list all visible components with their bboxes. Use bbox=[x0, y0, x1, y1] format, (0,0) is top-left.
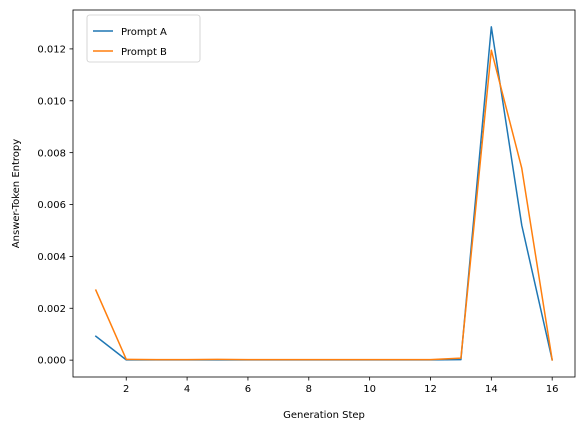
y-tick-label: 0.000 bbox=[37, 356, 66, 367]
y-tick-label: 0.012 bbox=[37, 45, 66, 56]
series-line-prompt-b bbox=[94, 49, 554, 361]
legend: Prompt A Prompt B bbox=[86, 14, 201, 63]
x-tick-label: 14 bbox=[485, 384, 498, 395]
legend-label: Prompt A bbox=[121, 27, 167, 38]
x-tick-label: 6 bbox=[245, 384, 251, 395]
y-tick-label: 0.006 bbox=[37, 200, 66, 211]
series-line-prompt-a bbox=[94, 26, 554, 361]
y-tick-label: 0.010 bbox=[37, 96, 66, 107]
x-tick-label: 16 bbox=[546, 384, 559, 395]
y-tick-label: 0.008 bbox=[37, 148, 66, 159]
plot-frame bbox=[72, 9, 576, 378]
legend-label: Prompt B bbox=[121, 47, 167, 58]
x-tick-label: 12 bbox=[424, 384, 437, 395]
x-tick-label: 2 bbox=[123, 384, 129, 395]
x-axis: 2 4 6 8 10 12 14 16 bbox=[123, 377, 559, 395]
y-tick-label: 0.004 bbox=[37, 252, 66, 263]
y-axis-label: Answer-Token Entropy bbox=[11, 139, 22, 248]
x-tick-label: 10 bbox=[363, 384, 376, 395]
y-tick-label: 0.002 bbox=[37, 304, 66, 315]
x-axis-label: Generation Step bbox=[283, 410, 365, 421]
legend-box bbox=[86, 14, 201, 63]
plot-lines bbox=[94, 26, 554, 361]
x-tick-label: 8 bbox=[306, 384, 312, 395]
x-tick-label: 4 bbox=[184, 384, 190, 395]
y-axis: 0.000 0.002 0.004 0.006 0.008 0.010 0.012 bbox=[37, 45, 73, 367]
